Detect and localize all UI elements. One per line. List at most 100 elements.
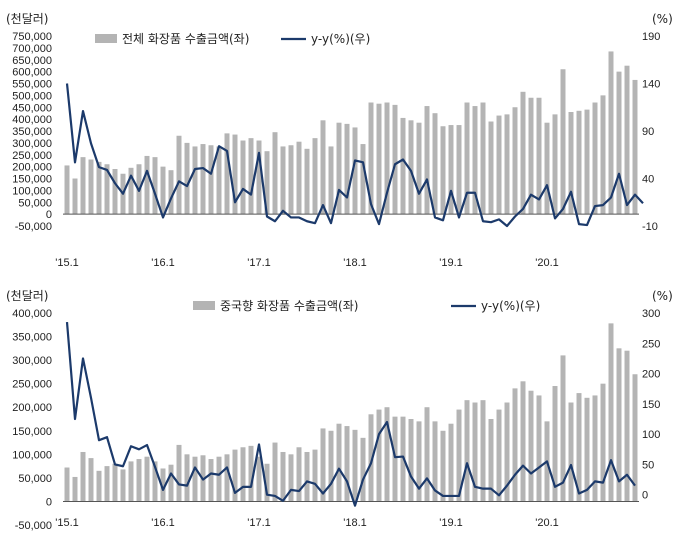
chart2-bar [392,416,398,502]
chart1-bar [504,114,510,215]
chart2-x-tick: '18.1 [343,517,367,529]
chart1-bar [456,125,462,215]
chart2-x-tick: '17.1 [247,517,271,529]
chart1-left-tick: 0 [46,209,52,221]
chart2-bar [280,451,286,502]
chart1-bar [184,142,190,215]
chart1-bar [448,125,454,215]
chart1-x-tick: '16.1 [151,257,175,269]
chart2-bar [248,445,254,502]
chart2-bar [560,355,566,502]
chart1-bar [368,102,374,215]
chart1-bar [176,135,182,215]
chart1-bar [416,122,422,215]
chart2-x-tick: '16.1 [151,517,175,529]
chart2-bar [224,454,230,502]
chart2-bar [112,463,118,502]
chart2-x-tick: '20.1 [535,517,559,529]
chart2-bar [368,414,374,502]
chart2-bar [464,400,470,502]
chart1-bar [224,133,230,215]
chart1-bar [440,126,446,215]
chart2-bar [480,400,486,502]
chart2-right-tick: 200 [642,369,660,381]
chart1-left-tick: 500,000 [12,90,52,102]
chart2-bar [168,464,174,502]
chart2-bar [216,456,222,502]
chart1-bar [632,79,638,215]
chart2-bar [488,419,494,502]
chart2-bar [288,454,294,502]
chart1-bar [408,120,414,215]
chart2-bar [616,348,622,502]
chart1-bar [360,144,366,215]
chart1-bar [480,102,486,215]
chart2-yy-line [65,321,636,507]
chart1-left-tick: 50,000 [18,197,52,209]
chart1-left-unit: (천달러) [6,11,48,26]
chart1-bar [216,146,222,215]
chart1-bar [160,166,166,215]
chart1-right-tick: -10 [642,221,658,233]
chart2-bar [440,430,446,502]
chart1-bar [72,178,78,215]
chart2-bar [184,454,190,502]
chart1-bar [128,167,134,215]
chart2-bar [160,468,166,502]
chart1-bar [264,151,270,215]
chart2-bar [416,421,422,502]
chart2-bar [448,423,454,502]
chart1-bar [576,110,582,215]
chart1-x-axis: '15.1 '16.1 '17.1 '18.1 '19.1 '20.1 [55,257,559,269]
chart2-yy-polyline [65,321,636,507]
chart1-legend-bar-label: 전체 화장품 수출금액(좌) [122,32,249,46]
chart1-bar [384,102,390,215]
chart2-bar [304,451,310,502]
chart2-x-tick: '15.1 [55,517,79,529]
chart2-bar [384,407,390,502]
chart2-bar [232,449,238,502]
chart1-bar [144,155,150,215]
chart1-bar [312,138,318,215]
chart1-bar [552,114,558,215]
chart1-bar [240,140,246,215]
chart2-bar [608,323,614,502]
chart1-left-tick: 100,000 [12,185,52,197]
chart2-bar [408,419,414,502]
chart1-right-unit: (%) [652,12,673,26]
chart2-left-tick: 300,000 [12,355,52,367]
chart2-bar [120,469,126,502]
chart1-bar [96,161,102,215]
chart1-yy-polyline [65,83,644,228]
chart2-bar [64,467,70,502]
chart2-bar [144,456,150,502]
chart2-bar [456,409,462,502]
chart1-bar [560,69,566,215]
chart1-bar [528,97,534,215]
chart2-right-tick: 150 [642,399,660,411]
chart1-bar [272,132,278,215]
chart2-bar [256,456,262,502]
chart1-bar [536,97,542,215]
chart1-bar [192,146,198,215]
chart1-x-tick: '18.1 [343,257,367,269]
chart1-left-tick: 550,000 [12,79,52,91]
chart1-x-tick: '20.1 [535,257,559,269]
chart2-right-tick: 0 [642,490,648,502]
chart2-right-tick: 100 [642,429,660,441]
chart2-bar [520,381,526,502]
chart1-left-tick: 150,000 [12,174,52,186]
chart1-bar [256,140,262,215]
chart2-x-axis: '15.1 '16.1 '17.1 '18.1 '19.1 '20.1 [55,517,559,529]
chart-1: (천달러) (%) 전체 화장품 수출금액(좌) y-y(%)(우) 750,0… [6,11,673,269]
chart1-bar [544,122,550,215]
chart2-bar [584,397,590,502]
chart2-bar [568,402,574,502]
chart1-yy-line [65,83,644,228]
chart1-left-tick: 450,000 [12,102,52,114]
chart1-left-tick: 300,000 [12,138,52,150]
chart1-right-tick: 90 [642,126,654,138]
chart1-right-tick: 190 [642,31,660,43]
chart2-left-tick: 250,000 [12,379,52,391]
